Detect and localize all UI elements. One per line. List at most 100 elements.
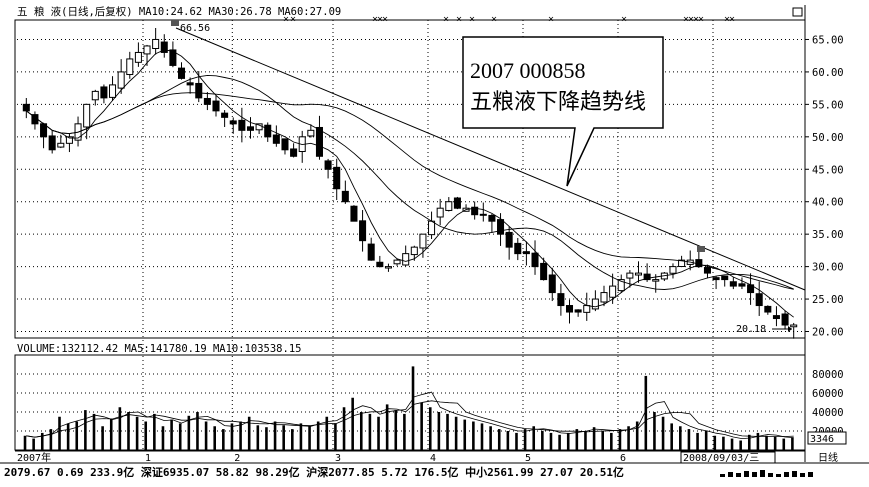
volume-bar (765, 435, 768, 450)
volume-bar (291, 429, 294, 450)
month-label: 1 (145, 453, 151, 464)
candle-body (755, 293, 763, 307)
volume-bar (23, 435, 27, 450)
event-marker-icon[interactable]: × (377, 14, 383, 25)
event-marker-icon[interactable]: × (698, 14, 704, 25)
candle-body (160, 41, 168, 53)
candlestick-series (22, 27, 798, 339)
event-marker-icon[interactable]: × (548, 14, 554, 25)
volume-bar (679, 426, 682, 450)
ma-line-ma10 (26, 49, 794, 318)
candle-body (514, 242, 522, 255)
candle-body (609, 285, 617, 298)
volume-bar (282, 425, 285, 450)
volume-bar (610, 432, 613, 450)
price-tick-label: 20.00 (812, 327, 844, 339)
volume-bar (644, 375, 648, 450)
price-gridlines (17, 38, 803, 333)
volume-bar (541, 431, 544, 450)
volume-bar (497, 429, 501, 450)
mini-volume-bar (728, 472, 733, 477)
candle-body (497, 219, 505, 235)
candle-body (678, 259, 686, 268)
volume-bars (23, 366, 794, 450)
month-label: 3 (335, 453, 341, 464)
candle-body (152, 38, 160, 50)
volume-bar (92, 413, 96, 450)
event-marker-icon[interactable]: × (443, 14, 449, 25)
candle-body (445, 201, 453, 211)
volume-bar (84, 410, 87, 450)
event-marker-icon[interactable]: × (469, 14, 475, 25)
event-marker-icon[interactable]: × (283, 14, 289, 25)
candle-body (402, 253, 410, 266)
volume-bar (670, 423, 673, 450)
event-marker-icon[interactable]: × (683, 14, 689, 25)
volume-bar (661, 416, 665, 450)
year-label: 2007年 (17, 451, 51, 464)
candle-body (591, 298, 599, 310)
volume-bar (127, 412, 130, 450)
event-marker-icon[interactable]: × (724, 14, 730, 25)
candle-body (203, 97, 211, 105)
event-marker-icon[interactable]: × (456, 14, 462, 25)
volume-bar (454, 416, 458, 450)
candle-body (643, 273, 651, 281)
volume-bar (230, 423, 234, 450)
event-marker-icon[interactable]: × (290, 14, 296, 25)
price-tick-label: 55.00 (812, 99, 844, 111)
candle-body (531, 252, 539, 268)
event-marker-icon[interactable]: × (688, 14, 694, 25)
volume-current-value: 3346 (810, 434, 834, 445)
candle-body (91, 90, 99, 101)
period-label[interactable]: 日线 (818, 451, 838, 464)
candle-body (703, 267, 711, 274)
volume-ma10-line (26, 400, 794, 438)
volume-bar (739, 440, 742, 450)
candle-body (333, 166, 341, 190)
candle-body (721, 275, 729, 281)
event-marker-icon[interactable]: × (382, 14, 388, 25)
candle-body (505, 231, 513, 248)
volume-bar (135, 416, 139, 450)
candle-body (272, 134, 280, 144)
volume-bar (265, 427, 268, 450)
volume-bar (178, 423, 182, 450)
volume-bar (747, 434, 751, 450)
candle-body (617, 279, 625, 292)
volume-bar (592, 427, 596, 450)
volume-bar (196, 412, 199, 450)
volume-bar (773, 436, 777, 450)
event-marker-icon[interactable]: × (621, 14, 627, 25)
event-marker-icon[interactable]: × (729, 14, 735, 25)
candle-body (626, 272, 634, 279)
volume-bar (213, 426, 216, 450)
event-marker-icon[interactable]: × (372, 14, 378, 25)
volume-bar (299, 423, 303, 450)
volume-bar (420, 402, 423, 450)
candle-body (436, 207, 444, 218)
candle-body (290, 148, 298, 157)
volume-bar (428, 407, 432, 450)
candle-body (117, 71, 125, 89)
price-tick-label: 60.00 (812, 67, 844, 79)
volume-bar (40, 432, 44, 450)
candle-body (246, 126, 255, 131)
event-marker-icon[interactable]: × (693, 14, 699, 25)
maximize-icon[interactable] (792, 7, 803, 17)
candle-body (574, 309, 582, 313)
volume-bar (334, 423, 337, 450)
mini-volume-bar (792, 471, 797, 477)
candle-body (186, 82, 194, 86)
candle-body (177, 67, 186, 79)
candle-body (315, 126, 323, 157)
candle-body (126, 58, 134, 76)
candle-body (428, 220, 436, 236)
volume-bar (359, 412, 363, 450)
volume-bar (316, 421, 320, 450)
event-marker-icon[interactable]: × (491, 14, 497, 25)
moving-average-lines (26, 49, 794, 318)
candle-body (600, 292, 608, 303)
volume-bar (161, 426, 165, 450)
